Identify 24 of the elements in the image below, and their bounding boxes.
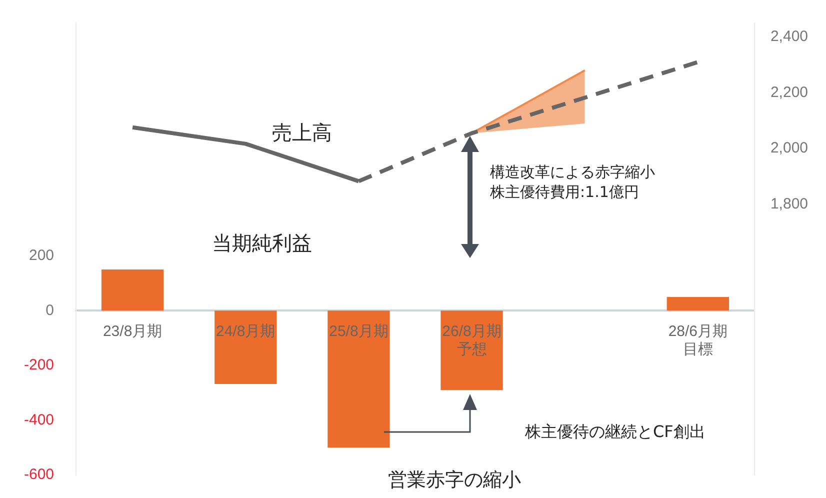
x-tick-label: 25/8月期	[329, 322, 388, 340]
y-tick-label: -400	[24, 411, 54, 428]
y2-tick-label: 1,800	[770, 196, 808, 212]
y2-tick-label: 2,000	[770, 140, 808, 157]
x-tick-label: 23/8月期	[102, 322, 162, 340]
bar	[440, 310, 503, 390]
y-tick-label: -600	[24, 466, 54, 484]
y2-tick-label: 2,400	[770, 28, 808, 46]
bar	[666, 296, 730, 311]
text: 当期純利益	[212, 231, 312, 256]
annotation: 株主優待の継続とCF創出	[525, 422, 706, 442]
y-tick-label: 200	[28, 246, 54, 264]
y2-tick-label: 2,200	[770, 84, 808, 101]
y-tick-label: 0	[46, 302, 54, 319]
x-tick-label: 24/8月期	[216, 322, 276, 340]
x-tick-label: 28/6月期目標	[668, 322, 728, 358]
bar	[328, 310, 390, 448]
y-tick-label: -200	[24, 356, 54, 374]
annotation: 営業赤字の縮小	[388, 469, 521, 491]
annotation: 構造改革による赤字縮小株主優待費用:1.1億円	[490, 162, 656, 202]
bar	[214, 310, 277, 384]
series-label: 売上高	[272, 120, 332, 145]
bar	[101, 270, 164, 311]
x-tick-label: 26/8月期予想	[442, 322, 502, 358]
